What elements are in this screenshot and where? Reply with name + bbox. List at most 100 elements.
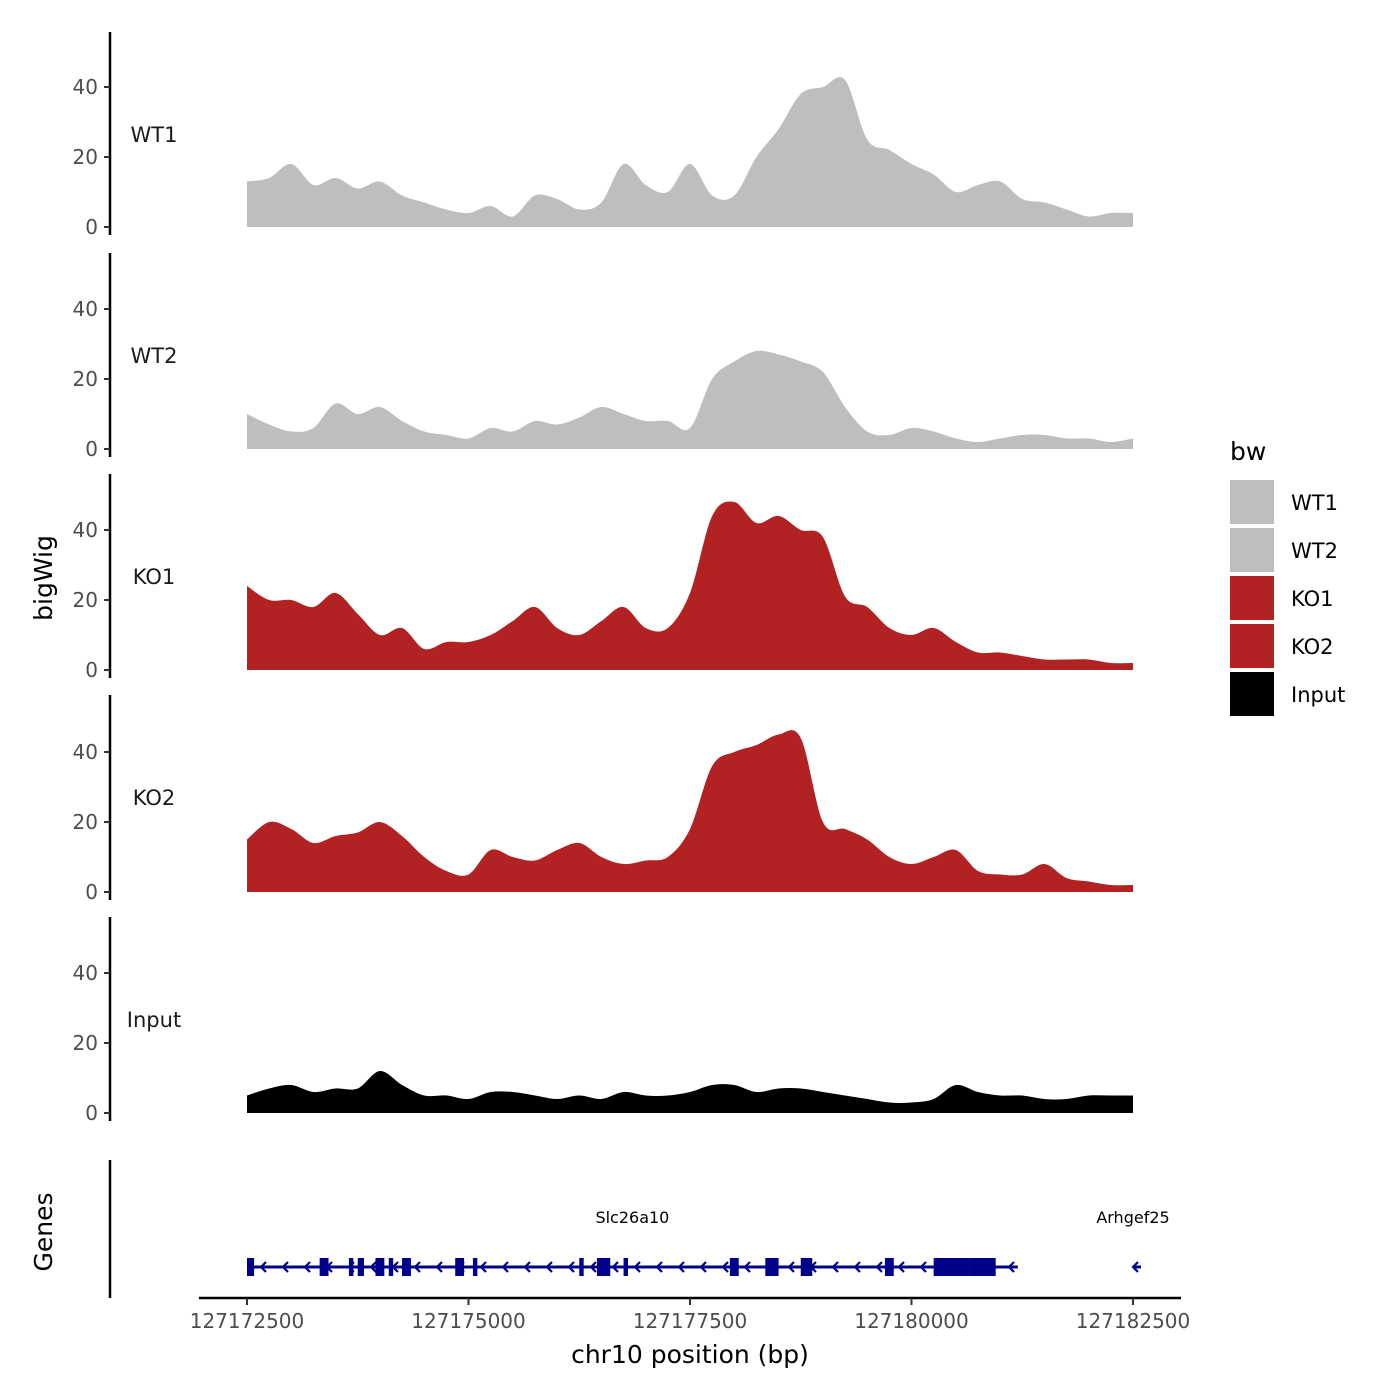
signal-area-wt2 [247,350,1133,449]
legend-entry-ko2: KO2 [1230,624,1334,668]
track-panels: 0 20 40 WT1 0 20 40 WT2 0 20 40 KO1 0 20 40 KO2 0 20 40 Inp… [73,32,1133,1125]
x-tick-label: 127182500 [1076,1309,1191,1333]
track-wt2: 0 20 40 WT2 [73,253,1133,461]
gene-label-arhgef25: Arhgef25 [1096,1208,1169,1227]
y-axis-title: bigWig [29,535,58,621]
signal-area-input [247,1070,1133,1113]
gene-slc26a10: Slc26a10 [247,1208,1018,1276]
y-tick-label: 40 [73,961,98,985]
y-tick-label: 0 [85,658,98,682]
strand-arrow [721,1261,729,1273]
exon [969,1258,996,1276]
x-axis: 127172500 127175000 127177500 127180000 1271… [190,1296,1191,1333]
x-axis-title: chr10 position (bp) [571,1340,809,1369]
legend-swatch [1230,624,1274,668]
legend-label: KO1 [1291,587,1334,611]
track-input: 0 20 40 Input [73,917,1133,1125]
strand-arrow [919,1261,927,1273]
legend-swatch [1230,528,1274,572]
strand-arrow [699,1261,707,1273]
y-tick-label: 40 [73,740,98,764]
strand-arrow [831,1261,839,1273]
gene-arhgef25: Arhgef25 [1096,1208,1170,1273]
track-label-input: Input [127,1008,181,1032]
exon [388,1258,394,1276]
strand-arrow [369,1261,377,1273]
y-tick-label: 0 [85,880,98,904]
legend: bw WT1 WT2 KO1 KO2 Input [1230,437,1345,716]
exon [596,1258,611,1276]
y-tick-label: 20 [73,810,98,834]
legend-entry-wt1: WT1 [1230,480,1338,524]
strand-arrow [1131,1261,1139,1273]
exon [933,1258,970,1276]
exon [800,1258,813,1276]
strand-arrow [567,1261,575,1273]
strand-arrow [655,1261,663,1273]
track-ko1: 0 20 40 KO1 [73,474,1133,682]
strand-arrow [523,1261,531,1273]
y-tick-label: 20 [73,145,98,169]
y-tick-label: 0 [85,437,98,461]
y-tick-label: 0 [85,1101,98,1125]
track-label-ko1: KO1 [133,565,176,589]
strand-arrow [787,1261,795,1273]
strand-arrow [413,1261,421,1273]
exon [319,1258,329,1276]
y-tick-label: 20 [73,367,98,391]
legend-label: KO2 [1291,635,1334,659]
x-tick-label: 127180000 [854,1309,969,1333]
legend-swatch [1230,480,1274,524]
y-tick-label: 40 [73,518,98,542]
legend-entry-wt2: WT2 [1230,528,1338,572]
legend-swatch [1230,576,1274,620]
y-tick-label: 40 [73,75,98,99]
x-tick-label: 127172500 [190,1309,305,1333]
exon [357,1258,364,1276]
gene-label-slc26a10: Slc26a10 [595,1208,669,1227]
strand-arrow [303,1261,311,1273]
strand-arrow [545,1261,553,1273]
strand-arrow [479,1261,487,1273]
strand-arrow [875,1261,883,1273]
track-wt1: 0 20 40 WT1 [73,32,1133,239]
strand-arrow [435,1261,443,1273]
legend-label: WT2 [1291,539,1338,563]
legend-label: WT1 [1291,491,1338,515]
y-tick-label: 20 [73,1031,98,1055]
x-tick-label: 127175000 [411,1309,526,1333]
strand-arrow [677,1261,685,1273]
strand-arrow [897,1261,905,1273]
exon [729,1258,739,1276]
strand-arrow [259,1261,267,1273]
strand-arrow [853,1261,861,1273]
strand-arrow [1007,1261,1015,1273]
signal-area-wt1 [247,77,1133,228]
legend-label: Input [1291,683,1345,707]
strand-arrow [611,1261,619,1273]
exon [375,1258,385,1276]
exon [247,1258,255,1276]
strand-arrow [281,1261,289,1273]
track-label-ko2: KO2 [133,786,176,810]
exon [402,1258,411,1276]
signal-area-ko1 [247,501,1133,670]
exon [579,1258,584,1276]
strand-arrow [501,1261,509,1273]
exon [472,1258,478,1276]
track-label-wt1: WT1 [131,123,178,147]
exon [455,1258,465,1276]
exon [765,1258,779,1276]
strand-arrow [743,1261,751,1273]
track-ko2: 0 20 40 KO2 [73,695,1133,904]
y-tick-label: 40 [73,297,98,321]
legend-swatch [1230,672,1274,716]
signal-area-ko2 [247,730,1133,892]
exon [623,1258,628,1276]
strand-arrow [633,1261,641,1273]
legend-title: bw [1230,437,1266,466]
exon [884,1258,894,1276]
x-tick-label: 127177500 [633,1309,748,1333]
legend-entry-input: Input [1230,672,1345,716]
strand-arrow [589,1261,597,1273]
